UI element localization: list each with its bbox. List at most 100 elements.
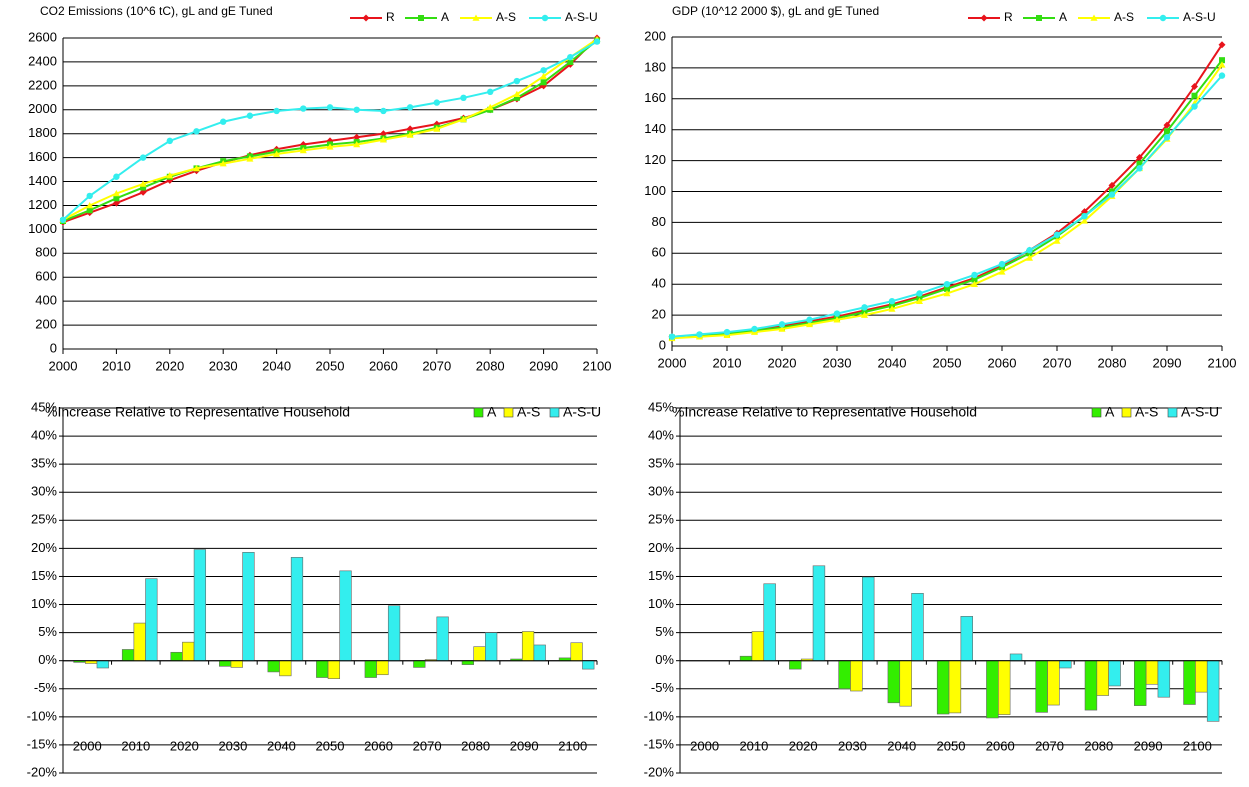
y-tick-label: 160 <box>644 90 666 105</box>
marker <box>1090 14 1098 21</box>
y-tick-label: 45% <box>648 399 674 414</box>
x-tick-label: 2000 <box>73 738 102 753</box>
marker <box>487 88 494 96</box>
marker <box>1136 160 1143 167</box>
bar <box>936 660 950 715</box>
marker <box>833 316 841 323</box>
y-tick-label: 30% <box>31 484 57 499</box>
legend-label: R <box>386 10 395 24</box>
bar <box>436 616 449 661</box>
marker <box>140 184 147 191</box>
x-tick-label: 2070 <box>1043 355 1072 370</box>
y-tick-label: 2000 <box>28 101 57 116</box>
bar <box>763 583 776 661</box>
legend-swatch <box>1121 407 1132 418</box>
marker <box>540 72 548 80</box>
marker <box>971 271 978 279</box>
x-tick-label: 2060 <box>986 738 1015 753</box>
legend-label: A <box>1059 10 1067 24</box>
marker <box>353 133 361 141</box>
x-tick-label: 2100 <box>1208 355 1237 370</box>
marker <box>86 207 93 214</box>
x-tick-label: 2040 <box>878 355 907 370</box>
chart-title: CO2 Emissions (10^6 tC), gL and gE Tuned <box>40 4 273 18</box>
y-tick-label: 0% <box>655 652 674 667</box>
marker <box>353 106 360 113</box>
marker <box>362 14 370 22</box>
marker <box>1159 14 1167 22</box>
marker <box>567 53 574 61</box>
legend-label: A-S-U <box>563 404 601 420</box>
marker <box>1191 103 1198 110</box>
y-tick-label: 800 <box>35 245 57 260</box>
x-tick-label: 2010 <box>102 358 131 373</box>
marker <box>460 94 467 102</box>
marker <box>1218 72 1226 79</box>
bar <box>1183 660 1196 705</box>
marker <box>1081 217 1088 224</box>
bar <box>789 660 802 670</box>
marker <box>433 99 440 106</box>
marker <box>1036 15 1042 21</box>
bar <box>998 660 1011 715</box>
bar <box>948 660 962 714</box>
marker <box>326 143 334 150</box>
marker <box>113 195 120 202</box>
marker <box>193 128 200 135</box>
x-tick-label: 2010 <box>121 738 150 753</box>
bar <box>473 646 486 661</box>
bar <box>267 660 280 673</box>
x-tick-label: 2060 <box>988 355 1017 370</box>
x-tick-label: 2020 <box>768 355 797 370</box>
x-tick-label: 2000 <box>49 358 78 373</box>
chart: GDP (10^12 2000 $), gL and gE Tuned02040… <box>644 4 1236 370</box>
legend-label: A-S <box>517 404 540 420</box>
marker <box>1163 134 1171 141</box>
bar <box>1035 660 1048 713</box>
marker <box>406 131 414 138</box>
x-tick-label: 2090 <box>1134 738 1163 753</box>
marker <box>1026 254 1033 261</box>
marker <box>513 77 521 85</box>
marker <box>219 160 227 167</box>
x-tick-label: 2050 <box>933 355 962 370</box>
y-tick-label: 15% <box>31 568 57 583</box>
y-tick-label: 35% <box>31 456 57 471</box>
bar <box>1195 660 1208 693</box>
marker <box>861 304 868 311</box>
x-tick-label: 2050 <box>316 358 345 373</box>
bar <box>960 616 973 661</box>
chart: %Increase Relative to Representative Hou… <box>27 399 601 779</box>
bar <box>887 660 901 704</box>
bar <box>327 660 341 679</box>
chart: %Increase Relative to Representative Hou… <box>644 399 1223 779</box>
marker <box>486 103 494 111</box>
y-tick-label: 2200 <box>28 77 57 92</box>
bar <box>1157 660 1171 698</box>
y-tick-label: 600 <box>35 269 57 284</box>
bar <box>339 570 352 661</box>
legend-swatch <box>1091 407 1102 418</box>
marker <box>433 125 441 132</box>
marker <box>379 136 387 143</box>
x-tick-label: 2070 <box>422 358 451 373</box>
marker <box>1191 82 1198 90</box>
y-tick-label: 1000 <box>28 221 57 236</box>
marker <box>723 328 731 336</box>
x-tick-label: 2100 <box>1183 738 1212 753</box>
bar <box>145 578 158 661</box>
marker <box>379 130 387 138</box>
legend-label: A-S <box>1114 10 1134 24</box>
marker <box>513 90 521 98</box>
x-tick-label: 2080 <box>461 738 490 753</box>
x-tick-label: 2030 <box>838 738 867 753</box>
y-tick-label: -15% <box>27 736 58 751</box>
legend-label: A-S-U <box>1181 404 1219 420</box>
marker <box>916 297 923 304</box>
marker <box>1136 154 1143 162</box>
marker <box>418 15 424 21</box>
series-line <box>671 74 1223 338</box>
bar <box>193 549 207 661</box>
bar <box>521 631 535 661</box>
bar <box>376 660 389 676</box>
